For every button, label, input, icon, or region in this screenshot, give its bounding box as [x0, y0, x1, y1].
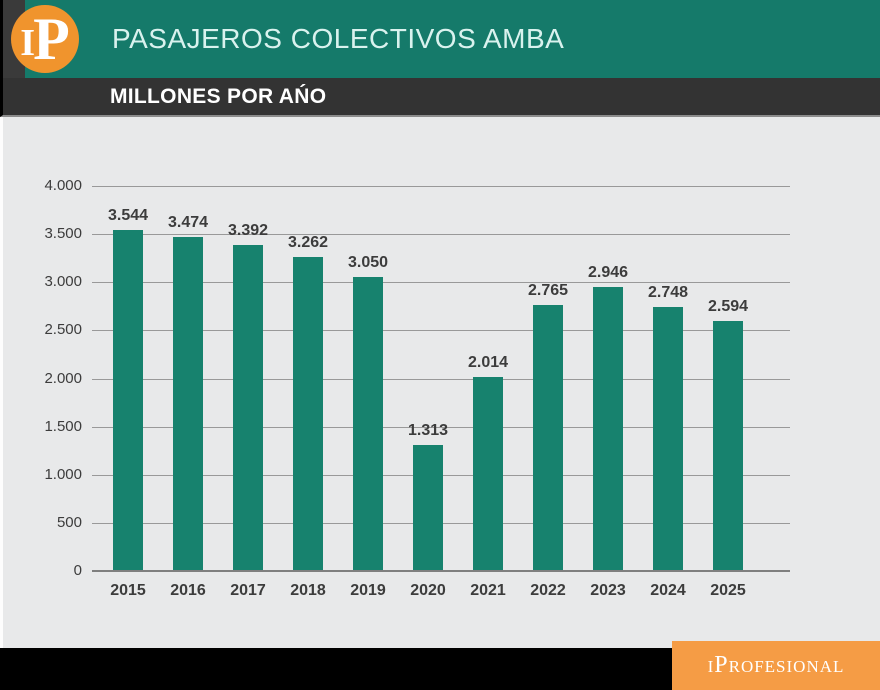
logo-letter-i: I — [20, 22, 36, 64]
y-axis-label-1.500: 1.500 — [44, 417, 82, 435]
header-title-band: PASAJEROS COLECTIVOS AMBA — [25, 0, 880, 78]
x-axis-label-2016: 2016 — [170, 582, 206, 599]
bar-value-label-2018: 3.262 — [287, 234, 329, 252]
x-axis-label-2020: 2020 — [410, 582, 446, 599]
bar-value-label-2025: 2.594 — [707, 298, 749, 316]
chart-subtitle: MILLONES POR AŃO — [110, 84, 327, 108]
gridline-3.500 — [92, 234, 790, 236]
brand-name: iProfesional — [707, 652, 845, 678]
gridline-2.000 — [92, 378, 790, 380]
gridline-1.500 — [92, 426, 790, 428]
x-axis-label-2021: 2021 — [470, 582, 506, 599]
gridline-4.000 — [92, 186, 790, 187]
page-title: PASAJEROS COLECTIVOS AMBA — [112, 23, 565, 54]
footer-bar: iProfesional — [0, 641, 880, 690]
x-axis-label-2023: 2023 — [590, 582, 626, 599]
bar-2016 — [173, 236, 203, 571]
y-axis-label-2.000: 2.000 — [44, 369, 82, 387]
x-axis-label-2015: 2015 — [110, 582, 146, 599]
bar-value-label-2021: 2.014 — [467, 354, 509, 372]
x-axis-label-2022: 2022 — [530, 582, 566, 599]
bar-2020 — [413, 444, 443, 571]
y-axis-label-1.000: 1.000 — [44, 465, 82, 483]
bar-value-label-2024: 2.748 — [647, 283, 689, 301]
bar-2019 — [353, 277, 383, 571]
bar-value-label-2019: 3.050 — [347, 254, 389, 272]
y-axis-label-3.500: 3.500 — [44, 225, 82, 243]
y-axis-label-500: 500 — [56, 513, 82, 531]
bar-2021 — [473, 377, 503, 571]
bar-value-label-2017: 3.392 — [227, 221, 269, 239]
x-axis-label-2017: 2017 — [230, 582, 266, 599]
x-axis-label-2019: 2019 — [350, 582, 386, 599]
y-axis-label-4.000: 4.000 — [44, 177, 82, 194]
bar-2023 — [593, 287, 623, 571]
x-axis-label-2025: 2025 — [710, 582, 746, 599]
header-bar: PASAJEROS COLECTIVOS AMBA I P — [0, 0, 880, 78]
bar-value-label-2015: 3.544 — [107, 206, 149, 224]
gridline-2.500 — [92, 330, 790, 332]
bar-value-label-2016: 3.474 — [167, 213, 209, 231]
logo-letter-p: P — [33, 6, 70, 72]
brand-badge: iProfesional — [672, 641, 880, 690]
bar-2017 — [233, 244, 263, 571]
bar-value-label-2020: 1.313 — [407, 421, 449, 439]
y-axis-label-2.500: 2.500 — [44, 321, 82, 339]
gridline-3.000 — [92, 282, 790, 284]
bar-value-label-2022: 2.765 — [527, 281, 569, 299]
x-axis-line — [92, 570, 790, 572]
y-axis-label-0: 0 — [73, 562, 82, 579]
chart-region: 0 500 1.000 1.500 2.000 2.500 3.000 3.500 4.000 3… — [0, 117, 880, 648]
x-axis-label-2018: 2018 — [290, 582, 326, 599]
bar-2024 — [653, 306, 683, 571]
bar-2015 — [113, 229, 143, 571]
subtitle-bar: MILLONES POR AŃO — [0, 78, 880, 117]
y-axis-label-3.000: 3.000 — [44, 273, 82, 291]
bar-2025 — [713, 321, 743, 571]
bar-value-label-2023: 2.946 — [587, 264, 629, 282]
x-axis-label-2024: 2024 — [650, 582, 686, 599]
ip-logo-icon: I P — [11, 5, 79, 73]
bar-2018 — [293, 257, 323, 571]
bar-2022 — [533, 304, 563, 571]
